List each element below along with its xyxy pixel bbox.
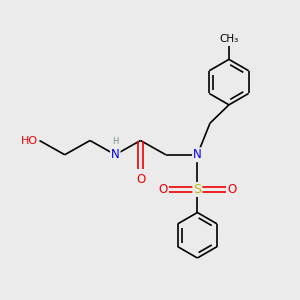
Text: HO: HO <box>21 136 38 146</box>
Text: CH₃: CH₃ <box>219 34 238 44</box>
Text: H: H <box>112 137 119 146</box>
Text: O: O <box>158 183 167 196</box>
Text: N: N <box>111 148 120 160</box>
Text: S: S <box>194 183 201 196</box>
Text: O: O <box>227 183 237 196</box>
Text: N: N <box>193 148 202 161</box>
Text: O: O <box>136 173 145 186</box>
